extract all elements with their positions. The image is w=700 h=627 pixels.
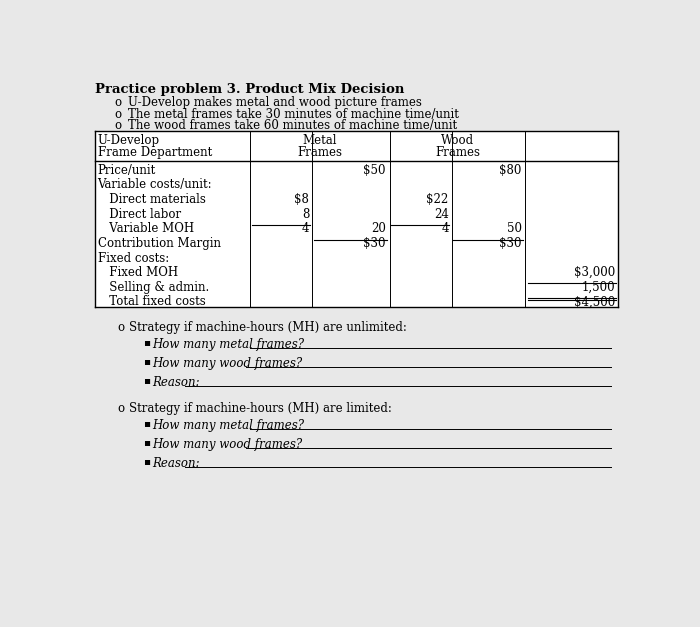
- Text: Strategy if machine-hours (MH) are unlimited:: Strategy if machine-hours (MH) are unlim…: [130, 321, 407, 334]
- Text: ▪: ▪: [144, 376, 150, 386]
- Text: Variable MOH: Variable MOH: [97, 223, 194, 235]
- Text: U-Develop makes metal and wood picture frames: U-Develop makes metal and wood picture f…: [128, 96, 421, 109]
- Text: U-Develop: U-Develop: [97, 134, 160, 147]
- Text: 4: 4: [302, 223, 309, 235]
- Text: Selling & admin.: Selling & admin.: [97, 281, 209, 294]
- Text: $30: $30: [499, 237, 522, 250]
- Text: 1,500: 1,500: [582, 281, 615, 294]
- Text: Total fixed costs: Total fixed costs: [97, 295, 205, 308]
- Text: Metal: Metal: [302, 134, 337, 147]
- Text: $30: $30: [363, 237, 386, 250]
- Text: Reason:: Reason:: [153, 376, 200, 389]
- Text: Reason:: Reason:: [153, 457, 200, 470]
- Text: ▪: ▪: [144, 457, 150, 466]
- Text: Fixed costs:: Fixed costs:: [97, 251, 169, 265]
- Text: o: o: [117, 402, 124, 414]
- Text: 50: 50: [507, 223, 522, 235]
- Text: $4,500: $4,500: [574, 295, 615, 308]
- Text: Wood: Wood: [441, 134, 474, 147]
- Bar: [95, 132, 618, 307]
- Text: How many metal frames?: How many metal frames?: [153, 419, 304, 431]
- Text: Frame Department: Frame Department: [97, 146, 212, 159]
- Text: Price/unit: Price/unit: [97, 164, 156, 177]
- Text: o: o: [115, 96, 122, 109]
- Text: Practice problem 3. Product Mix Decision: Practice problem 3. Product Mix Decision: [95, 83, 405, 96]
- Text: The wood frames take 60 minutes of machine time/unit: The wood frames take 60 minutes of machi…: [128, 119, 457, 132]
- Text: 20: 20: [371, 223, 386, 235]
- Text: 4: 4: [441, 223, 449, 235]
- Text: 24: 24: [434, 208, 449, 221]
- Text: Frames: Frames: [435, 146, 480, 159]
- Text: Variable costs/unit:: Variable costs/unit:: [97, 179, 212, 191]
- Text: $22: $22: [426, 193, 449, 206]
- Text: $3,000: $3,000: [574, 266, 615, 279]
- Text: Direct labor: Direct labor: [97, 208, 181, 221]
- Text: $8: $8: [294, 193, 309, 206]
- Text: ▪: ▪: [144, 419, 150, 428]
- Text: ▪: ▪: [144, 357, 150, 366]
- Text: Strategy if machine-hours (MH) are limited:: Strategy if machine-hours (MH) are limit…: [130, 402, 392, 414]
- Text: ▪: ▪: [144, 338, 150, 347]
- Text: Fixed MOH: Fixed MOH: [97, 266, 178, 279]
- Text: How many wood frames?: How many wood frames?: [153, 438, 302, 451]
- Text: ▪: ▪: [144, 438, 150, 447]
- Text: Contribution Margin: Contribution Margin: [97, 237, 220, 250]
- Text: How many metal frames?: How many metal frames?: [153, 338, 304, 351]
- Text: o: o: [117, 321, 124, 334]
- Text: Direct materials: Direct materials: [97, 193, 206, 206]
- Text: o: o: [115, 108, 122, 120]
- Text: 8: 8: [302, 208, 309, 221]
- Text: How many wood frames?: How many wood frames?: [153, 357, 302, 370]
- Text: o: o: [115, 119, 122, 132]
- Text: $50: $50: [363, 164, 386, 177]
- Text: Frames: Frames: [298, 146, 342, 159]
- Text: The metal frames take 30 minutes of machine time/unit: The metal frames take 30 minutes of mach…: [128, 108, 458, 120]
- Text: $80: $80: [499, 164, 522, 177]
